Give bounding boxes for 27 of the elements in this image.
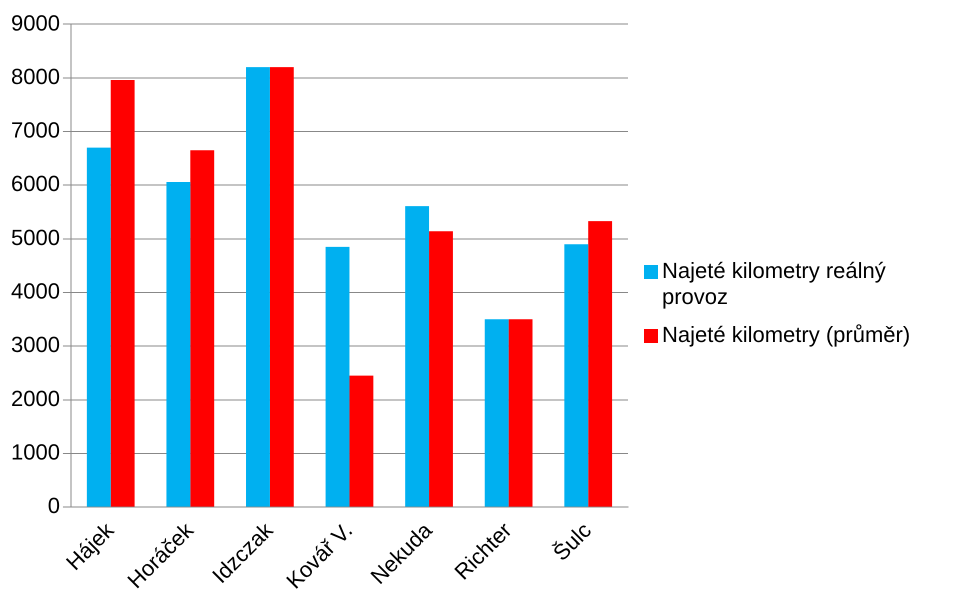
y-tick-label: 0 <box>48 493 60 518</box>
y-tick-label: 5000 <box>10 224 60 250</box>
bar <box>86 148 111 507</box>
bar <box>405 206 430 507</box>
bar <box>190 150 214 507</box>
legend-label: Najeté kilometry (průměr) <box>662 322 910 348</box>
y-tick-label: 1000 <box>10 440 60 465</box>
bar <box>166 182 190 507</box>
x-tick-label: Šulc <box>548 518 596 566</box>
y-tick-label: 8000 <box>10 64 60 89</box>
y-tick-label: 2000 <box>10 386 60 411</box>
y-tick-label: 7000 <box>10 118 60 143</box>
bar <box>270 67 294 507</box>
y-tick-label: 9000 <box>10 10 60 36</box>
bar <box>429 231 453 507</box>
y-tick-label: 4000 <box>10 278 60 304</box>
bar <box>246 67 270 507</box>
y-tick-label: 6000 <box>10 171 60 196</box>
bar <box>508 319 533 507</box>
bar <box>588 221 612 507</box>
bar <box>326 246 350 507</box>
bar <box>484 319 509 507</box>
y-tick-label: 3000 <box>10 332 60 358</box>
bar <box>564 244 588 507</box>
bar <box>349 376 374 507</box>
legend-label: Najeté kilometry reálný provoz <box>662 258 887 310</box>
bar <box>110 80 135 507</box>
